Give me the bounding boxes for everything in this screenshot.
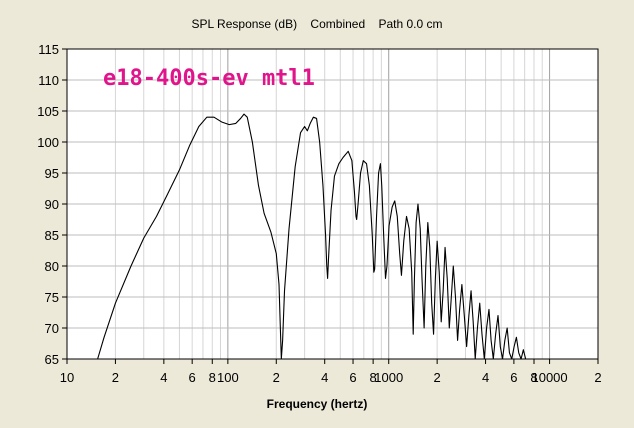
x-tick-label: 4 [321, 370, 328, 385]
chart-annotation: e18-400s-ev mtl1 [103, 66, 315, 91]
x-tick-label: 10000 [531, 370, 567, 385]
x-tick-label: 100 [217, 370, 239, 385]
x-tick-label: 6 [510, 370, 517, 385]
x-tick-label: 2 [273, 370, 280, 385]
series-line-1 [97, 113, 527, 360]
x-tick-label: 6 [189, 370, 196, 385]
y-tick-labels: 65 70 75 80 85 90 95 100 105 110 115 [37, 42, 67, 367]
x-tick-label: 1000 [374, 370, 403, 385]
x-tick-label: 2 [112, 370, 119, 385]
y-tick-label: 115 [38, 42, 59, 57]
y-tick-label: 100 [37, 135, 59, 150]
y-tick-label: 70 [45, 321, 59, 336]
y-tick-label: 95 [45, 166, 59, 181]
y-tick-label: 110 [38, 73, 59, 88]
x-tick-label: 6 [349, 370, 356, 385]
x-tick-label: 10 [60, 370, 74, 385]
x-tick-label: 8 [530, 370, 537, 385]
y-tick-label: 65 [45, 352, 59, 367]
x-axis-label: Frequency (hertz) [267, 397, 368, 411]
y-tick-label: 90 [45, 197, 59, 212]
y-tick-label: 105 [37, 104, 59, 119]
x-tick-label: 8 [370, 370, 377, 385]
y-tick-label: 75 [45, 290, 59, 305]
x-tick-label: 4 [482, 370, 489, 385]
x-tick-label: 4 [160, 370, 167, 385]
major-grid [67, 49, 598, 359]
y-tick-label: 80 [45, 259, 59, 274]
series-group [97, 113, 527, 360]
plot-frame [66, 48, 599, 360]
y-tick-label: 85 [45, 228, 59, 243]
x-tick-label: 8 [209, 370, 216, 385]
x-tick-label: 2 [594, 370, 601, 385]
x-tick-label: 2 [434, 370, 441, 385]
chart-title: SPL Response (dB) Combined Path 0.0 cm [191, 17, 442, 31]
